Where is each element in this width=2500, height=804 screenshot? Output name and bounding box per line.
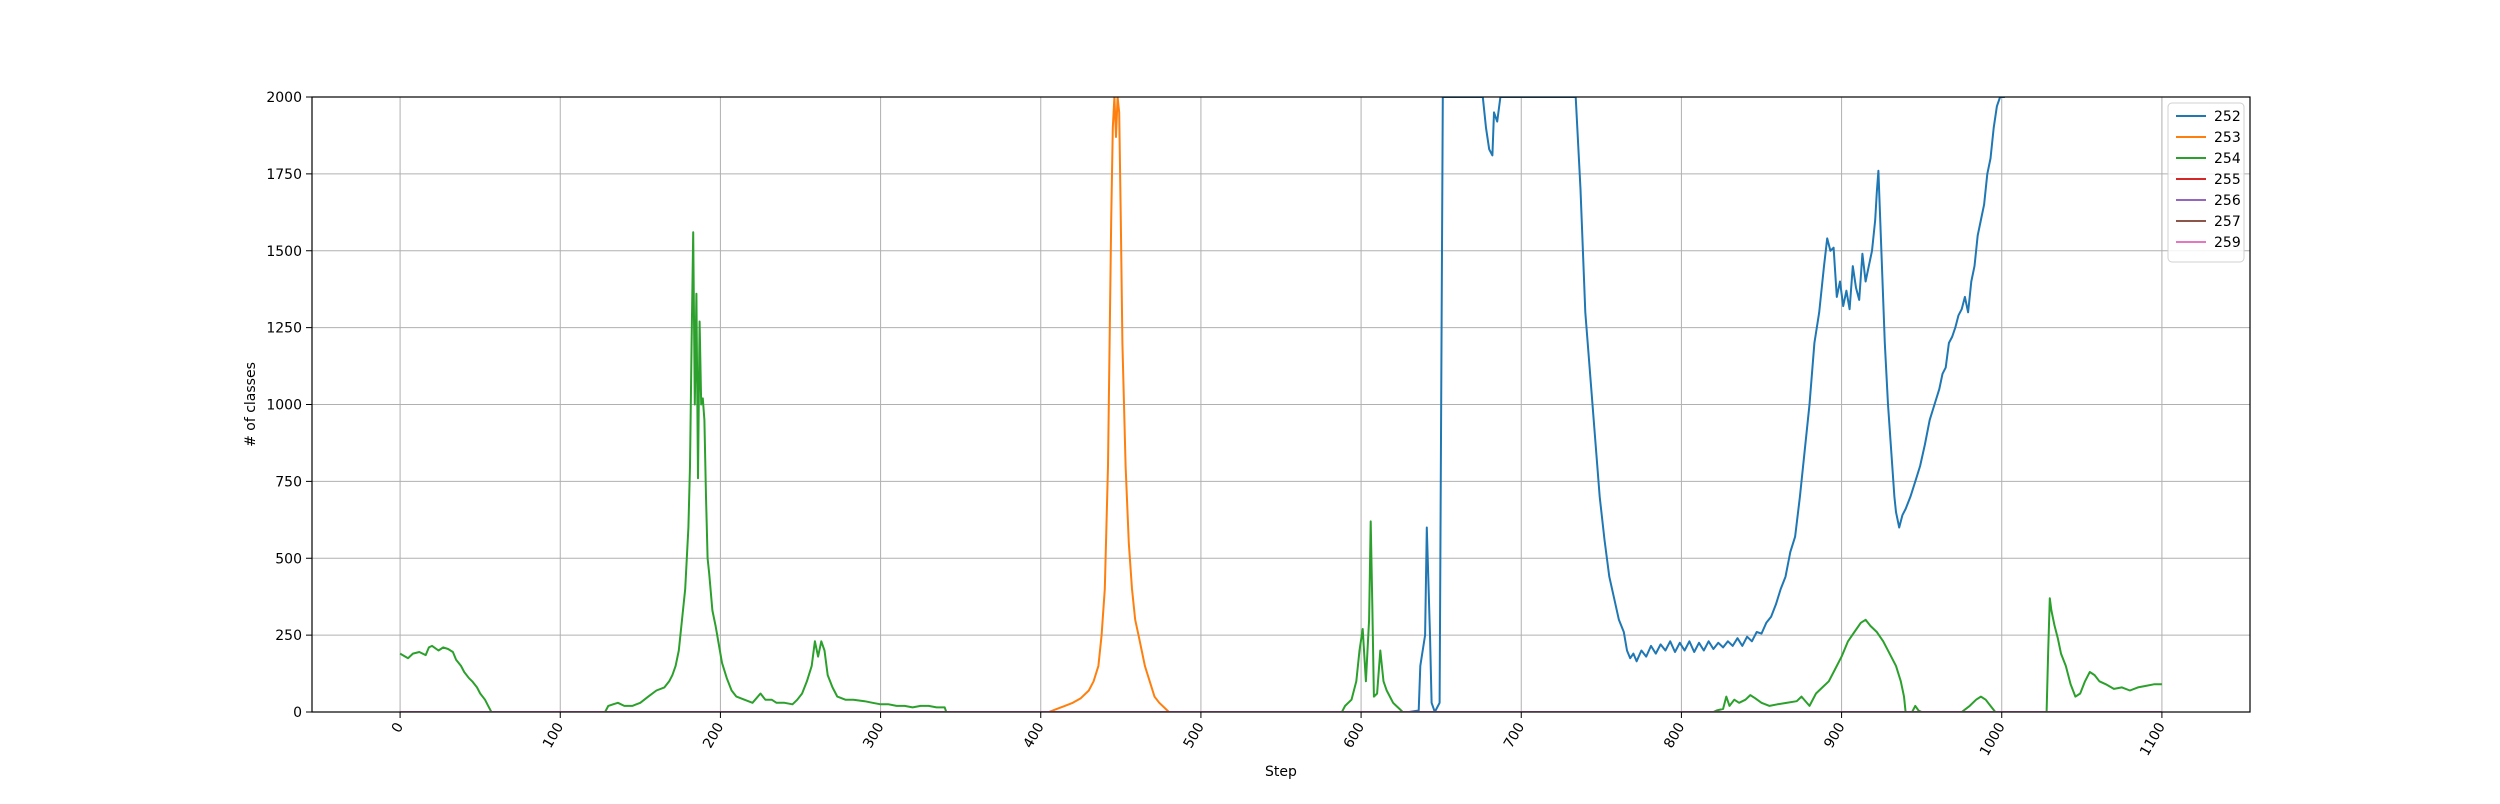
y-tick-label: 1750 <box>266 167 302 183</box>
y-axis-label: # of classes <box>243 362 259 447</box>
legend-label-254: 254 <box>2214 151 2241 167</box>
series-line-252 <box>400 97 2005 712</box>
y-tick-label: 750 <box>275 474 302 490</box>
x-tick-label: 1100 <box>2137 720 2169 759</box>
series-line-253 <box>400 97 2162 712</box>
legend-label-255: 255 <box>2214 172 2241 188</box>
y-tick-label: 1500 <box>266 244 302 260</box>
legend: 252 253 254 255 256 257 259 <box>2167 102 2245 263</box>
y-tick-label: 1000 <box>266 398 302 414</box>
x-tick-label: 400 <box>1020 720 1047 751</box>
x-tick-label: 600 <box>1341 720 1368 751</box>
x-tick-label: 500 <box>1181 720 1208 751</box>
x-axis-label: Step <box>1265 764 1297 780</box>
x-tick-label: 100 <box>540 720 567 751</box>
legend-label-256: 256 <box>2214 193 2241 209</box>
legend-label-252: 252 <box>2214 109 2241 125</box>
x-tick-label: 900 <box>1821 720 1848 751</box>
y-tick-label: 1250 <box>266 321 302 337</box>
legend-label-253: 253 <box>2214 130 2241 146</box>
grid <box>312 96 2250 713</box>
x-tick-label: 0 <box>389 720 407 736</box>
y-axis-ticks: 0 250 500 750 1000 1250 1500 1750 2000 <box>266 90 312 721</box>
series-lines <box>399 97 2162 712</box>
x-axis-ticks: 0 100 200 300 400 500 600 700 800 900 1000 1100 <box>389 712 2169 759</box>
y-tick-label: 2000 <box>266 90 302 106</box>
y-tick-label: 250 <box>275 628 302 644</box>
legend-label-259: 259 <box>2214 235 2241 251</box>
y-tick-label: 500 <box>275 551 302 567</box>
x-tick-label: 1000 <box>1977 720 2009 759</box>
x-tick-label: 700 <box>1501 720 1528 751</box>
x-tick-label: 800 <box>1661 720 1688 751</box>
legend-box <box>2167 102 2245 263</box>
legend-label-257: 257 <box>2214 214 2241 230</box>
x-tick-label: 300 <box>860 720 887 751</box>
y-tick-label: 0 <box>293 705 302 721</box>
x-tick-label: 200 <box>700 720 727 751</box>
series-line-254 <box>399 231 2162 712</box>
